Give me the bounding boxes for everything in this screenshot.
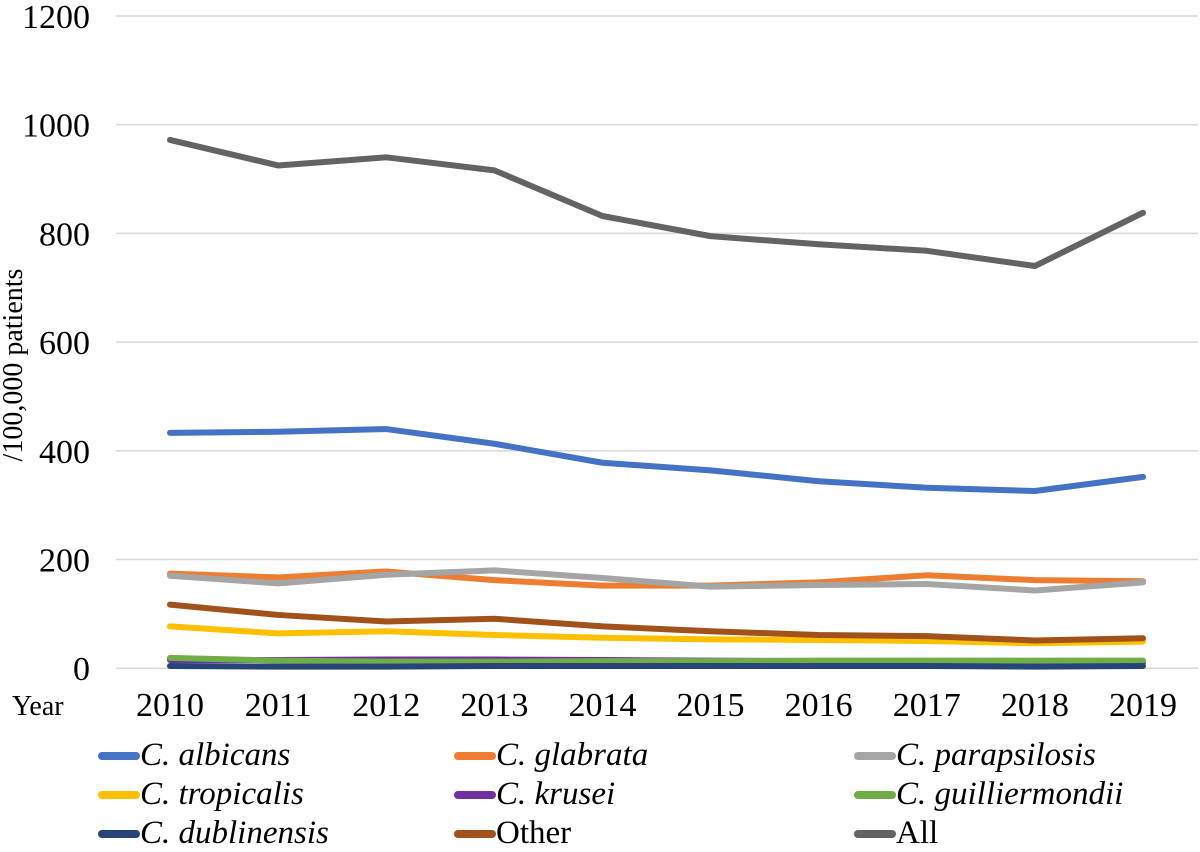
legend-swatch-icon: [98, 790, 140, 799]
legend-item-c-dublinensis: C. dublinensis: [98, 817, 454, 850]
legend-label: C. albicans: [140, 737, 291, 773]
legend-item-c-krusei: C. krusei: [454, 778, 854, 811]
y-tick-600: 600: [39, 325, 90, 362]
y-tick-0: 0: [73, 651, 90, 688]
gridlines: [116, 15, 1198, 669]
x-axis-tick-labels: 2010 2011 2012 2013 2014 2015 2016 2017 2018 2019: [136, 687, 1177, 724]
legend-swatch-icon: [854, 790, 896, 799]
series-line-c-tropicalis: [167, 623, 1146, 647]
legend-item-c-glabrata: C. glabrata: [454, 739, 854, 772]
legend-label: C. guilliermondii: [896, 776, 1124, 812]
x-tick-2019: 2019: [1109, 687, 1177, 724]
y-tick-400: 400: [39, 434, 90, 471]
y-tick-1000: 1000: [22, 108, 90, 145]
legend-swatch-icon: [98, 829, 140, 838]
legend-swatch-icon: [854, 751, 896, 760]
legend-swatch-icon: [98, 751, 140, 760]
legend-item-c-guilliermondii: C. guilliermondii: [854, 778, 1200, 811]
y-tick-200: 200: [39, 543, 90, 580]
legend-label: C. krusei: [496, 776, 616, 812]
chart-legend: C. albicans C. glabrata C. parapsilosis C. …: [98, 736, 1200, 852]
series-line-c-glabrata: [167, 568, 1146, 589]
y-axis-title: /100,000 patients: [0, 269, 29, 462]
series-line-c-dublinensis: [167, 663, 1146, 670]
x-tick-2012: 2012: [352, 687, 420, 724]
legend-swatch-icon: [454, 790, 496, 799]
legend-label: C. tropicalis: [140, 776, 304, 812]
y-axis-tick-labels: 0 200 400 600 800 1000 1200: [22, 0, 90, 688]
series-line-c-albicans: [167, 426, 1146, 495]
x-tick-2010: 2010: [136, 687, 204, 724]
y-tick-1200: 1200: [22, 0, 90, 36]
legend-label: C. glabrata: [496, 737, 649, 773]
legend-item-c-tropicalis: C. tropicalis: [98, 778, 454, 811]
y-tick-800: 800: [39, 216, 90, 253]
x-tick-2017: 2017: [893, 687, 961, 724]
legend-label: C. parapsilosis: [896, 737, 1096, 773]
legend-label: C. dublinensis: [140, 815, 329, 851]
legend-label: All: [896, 815, 939, 851]
legend-label: Other: [496, 815, 572, 851]
x-tick-2018: 2018: [1001, 687, 1069, 724]
legend-item-all: All: [854, 817, 1200, 850]
x-tick-2013: 2013: [460, 687, 528, 724]
legend-swatch-icon: [454, 751, 496, 760]
x-tick-2011: 2011: [245, 687, 312, 724]
series-lines: [167, 136, 1146, 670]
x-tick-2014: 2014: [568, 687, 636, 724]
legend-item-c-parapsilosis: C. parapsilosis: [854, 739, 1200, 772]
legend-swatch-icon: [454, 829, 496, 838]
series-line-other: [167, 601, 1146, 644]
series-line-all: [167, 136, 1146, 270]
series-line-c-guilliermondii: [167, 654, 1146, 665]
legend-swatch-icon: [854, 829, 896, 838]
x-tick-2015: 2015: [677, 687, 745, 724]
legend-item-c-albicans: C. albicans: [98, 739, 454, 772]
x-axis-title: Year: [12, 691, 64, 722]
legend-item-other: Other: [454, 817, 854, 850]
x-tick-2016: 2016: [785, 687, 853, 724]
series-line-c-parapsilosis: [167, 567, 1146, 594]
